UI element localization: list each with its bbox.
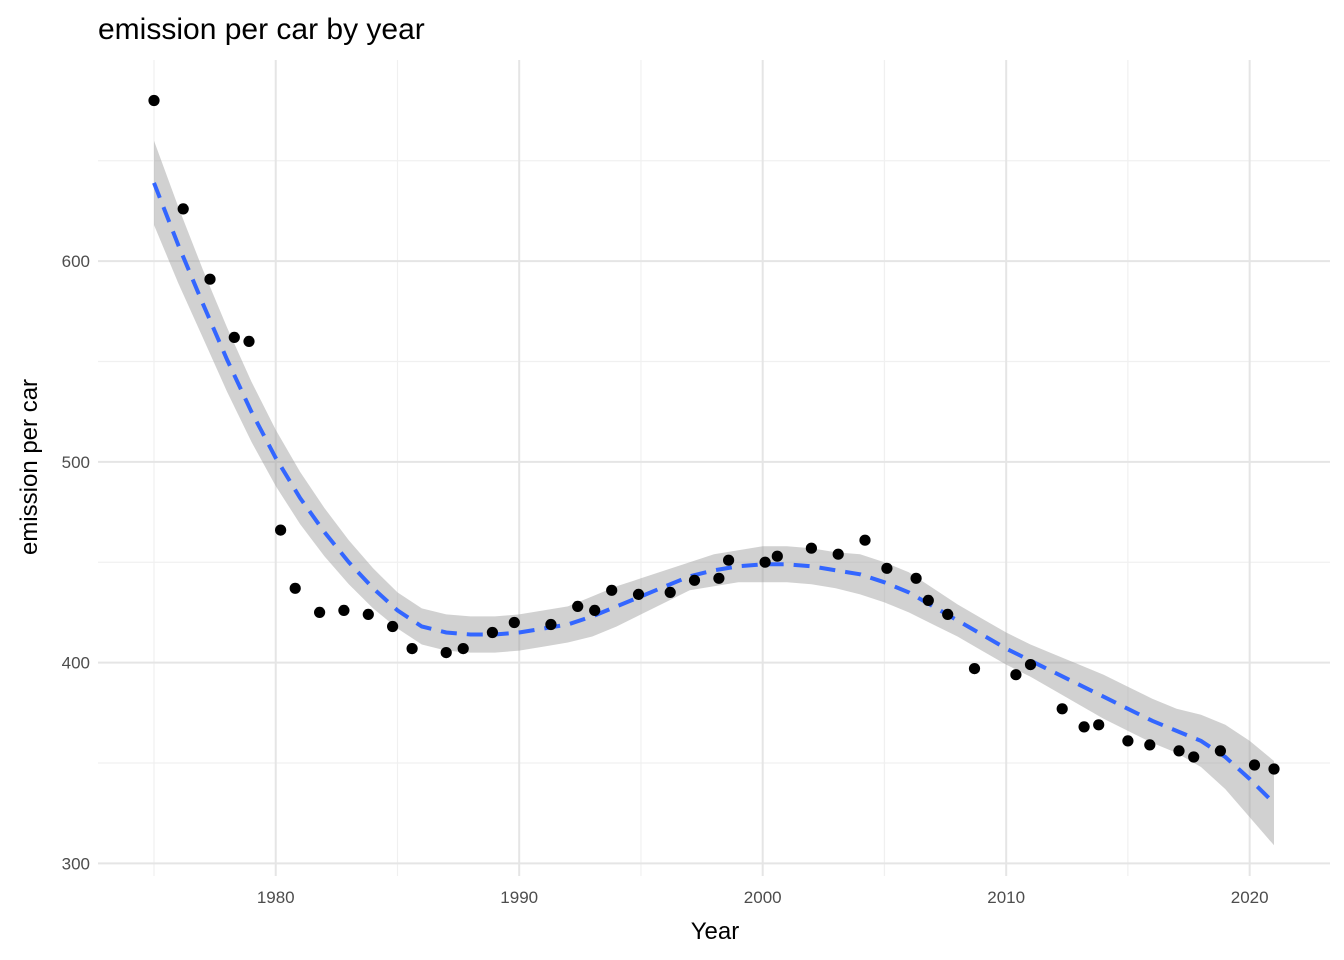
trend-line-layer [152,182,1276,805]
data-point-35 [1010,669,1022,681]
y-tick-label-600: 600 [62,252,90,271]
data-point-40 [1122,735,1134,747]
data-point-25 [759,556,771,568]
data-point-14 [486,626,498,639]
x-tick-label-2010: 2010 [987,888,1025,907]
data-point-46 [1268,763,1280,775]
data-point-44 [1214,745,1226,757]
data-point-2 [204,273,216,285]
data-point-33 [942,608,954,621]
data-point-17 [572,600,584,613]
data-point-3 [228,331,240,343]
data-point-30 [881,562,893,574]
data-point-43 [1188,751,1200,763]
x-axis-title: Year [691,918,740,945]
data-point-15 [508,616,520,629]
data-point-42 [1173,745,1185,757]
confidence-band-layer [154,140,1274,846]
data-point-7 [314,606,326,619]
data-point-41 [1144,739,1156,751]
data-point-16 [545,618,557,631]
data-point-32 [922,594,934,607]
y-axis-ticks: 300 400 500 600 [62,252,90,873]
data-point-37 [1056,703,1068,715]
chart-title: emission per car by year [98,13,425,46]
data-point-10 [387,620,399,633]
data-point-21 [664,586,676,599]
data-point-23 [713,572,725,584]
data-point-11 [406,643,418,655]
data-point-12 [440,647,452,659]
data-point-9 [362,608,374,621]
x-tick-label-2020: 2020 [1231,888,1269,907]
data-point-4 [243,335,255,347]
data-point-28 [832,548,844,560]
data-point-6 [289,582,301,594]
data-point-0 [148,94,160,107]
data-point-22 [688,574,701,586]
data-point-29 [859,534,871,546]
data-point-5 [275,524,287,536]
data-point-39 [1093,719,1105,731]
data-point-36 [1024,659,1037,671]
minor-gridlines [98,60,1330,876]
x-tick-label-1980: 1980 [257,888,295,907]
data-point-45 [1248,759,1261,771]
data-point-20 [632,588,645,601]
data-point-13 [457,643,469,655]
x-tick-label-2000: 2000 [744,888,782,907]
y-tick-label-400: 400 [62,654,90,673]
data-point-38 [1078,721,1090,733]
y-tick-label-500: 500 [62,453,90,472]
x-axis-ticks: 1980 1990 2000 2010 2020 [257,888,1269,907]
major-gridlines [98,60,1330,876]
x-tick-label-1990: 1990 [500,888,538,907]
y-tick-label-300: 300 [62,854,90,873]
confidence-band [154,140,1274,846]
data-point-18 [589,604,601,617]
smooth-trend-line [152,182,1276,805]
data-point-8 [338,604,350,617]
data-point-34 [968,663,981,675]
data-point-31 [910,572,922,584]
data-point-1 [177,203,189,215]
data-points-layer [148,94,1280,775]
data-point-24 [723,554,735,566]
data-point-19 [606,584,618,596]
data-point-26 [771,550,783,562]
y-axis-title: emission per car [16,379,43,555]
data-point-27 [805,542,818,554]
